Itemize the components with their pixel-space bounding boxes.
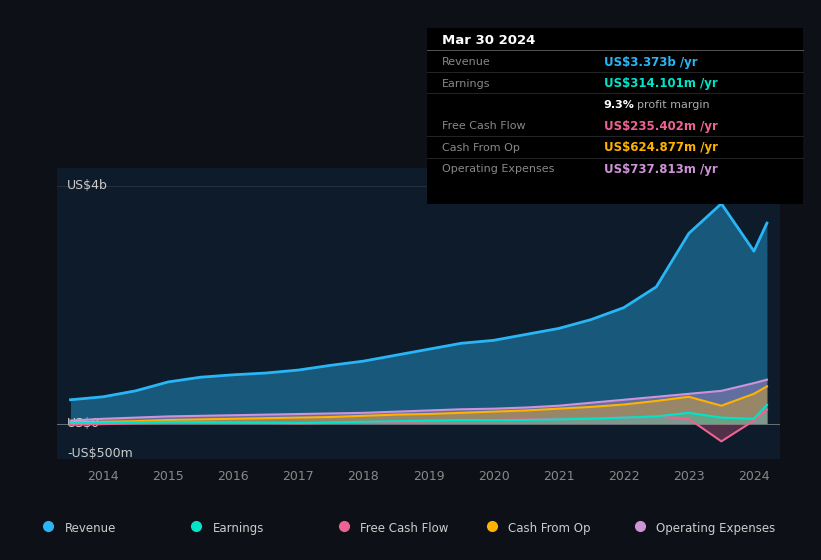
Text: 2021: 2021 [543,470,575,483]
Text: Mar 30 2024: Mar 30 2024 [442,34,535,46]
Text: US$737.813m /yr: US$737.813m /yr [603,162,718,176]
Text: profit margin: profit margin [637,100,710,110]
Text: Revenue: Revenue [65,522,116,535]
Text: US$3.373b /yr: US$3.373b /yr [603,55,697,69]
Text: 2016: 2016 [218,470,249,483]
Text: Operating Expenses: Operating Expenses [656,522,775,535]
Text: 2020: 2020 [478,470,510,483]
Text: Cash From Op: Cash From Op [442,143,520,153]
Text: US$624.877m /yr: US$624.877m /yr [603,141,718,154]
Text: 2015: 2015 [152,470,184,483]
Text: Cash From Op: Cash From Op [508,522,590,535]
Text: -US$500m: -US$500m [67,447,133,460]
Text: 2023: 2023 [673,470,704,483]
Text: Free Cash Flow: Free Cash Flow [442,122,525,132]
Text: US$314.101m /yr: US$314.101m /yr [603,77,718,90]
Text: 2022: 2022 [608,470,640,483]
Text: 9.3%: 9.3% [603,100,635,110]
Text: Earnings: Earnings [213,522,264,535]
Text: 2019: 2019 [413,470,444,483]
Text: US$235.402m /yr: US$235.402m /yr [603,120,718,133]
Text: 2018: 2018 [347,470,379,483]
Text: 2014: 2014 [87,470,119,483]
Text: US$4b: US$4b [67,179,108,192]
Text: US$0: US$0 [67,417,100,430]
Text: Free Cash Flow: Free Cash Flow [360,522,448,535]
Text: 2024: 2024 [738,470,770,483]
Text: Revenue: Revenue [442,57,491,67]
Text: Operating Expenses: Operating Expenses [442,164,554,174]
Text: 2017: 2017 [282,470,314,483]
Text: Earnings: Earnings [442,78,490,88]
